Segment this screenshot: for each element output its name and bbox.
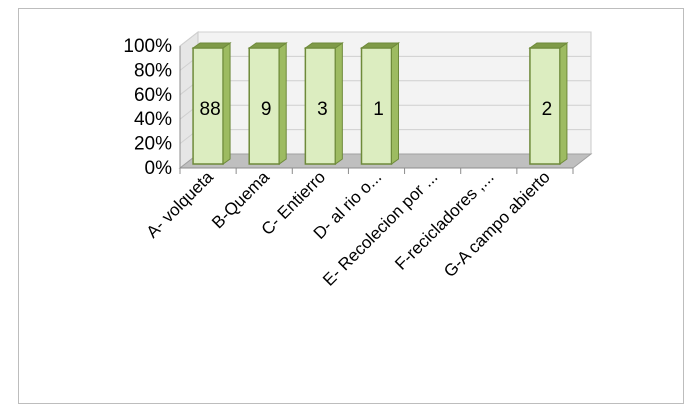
bar-top	[247, 42, 288, 49]
y-axis: 0% 20% 40% 60% 80% 100%	[123, 36, 181, 179]
bar	[529, 47, 561, 165]
y-tick-label: 0%	[145, 158, 173, 179]
bars	[191, 42, 569, 165]
bar-top	[303, 42, 344, 49]
bar-side	[559, 42, 568, 165]
bar-side	[391, 42, 399, 165]
data-label: 2	[542, 99, 553, 120]
bar-top	[191, 42, 232, 49]
x-category-label: G-A campo abierto	[440, 167, 554, 281]
bar-side	[222, 42, 231, 165]
data-labels: 88 9 3 1 2	[200, 99, 553, 120]
y-tick-label: 100%	[123, 36, 172, 57]
bar-top	[359, 42, 401, 49]
x-category-label: F-recicladores ,...	[391, 167, 497, 273]
data-label: 88	[200, 99, 221, 120]
gridline	[179, 31, 591, 47]
data-label: 3	[317, 99, 328, 120]
y-tick-label: 60%	[134, 85, 172, 106]
data-label: 1	[373, 99, 384, 120]
data-label: 9	[261, 99, 272, 120]
bar-side	[334, 42, 343, 165]
y-tick-label: 20%	[134, 134, 172, 155]
bar-side	[278, 42, 287, 165]
y-tick-label: 40%	[134, 109, 172, 130]
bar-top	[528, 42, 569, 49]
y-tick-label: 80%	[134, 60, 172, 81]
